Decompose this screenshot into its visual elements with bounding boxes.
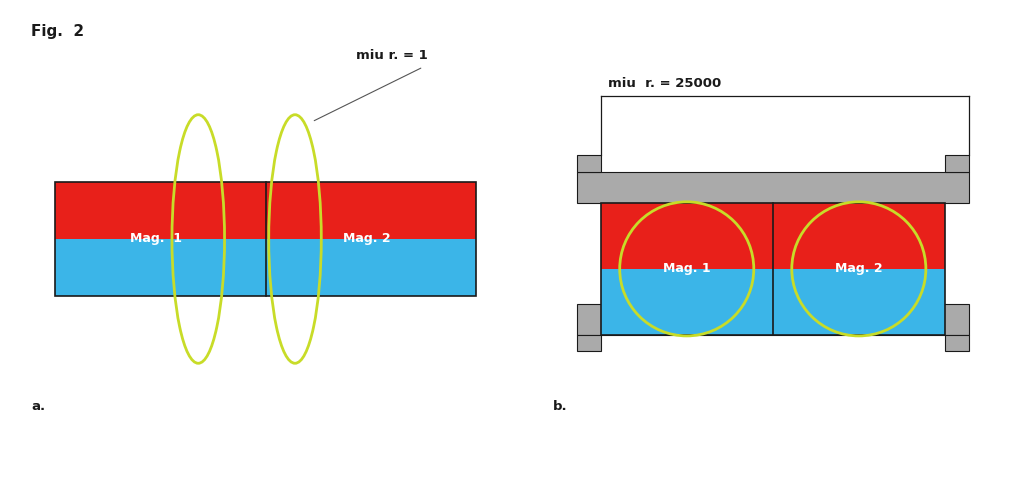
- Text: miu  r. = 25000: miu r. = 25000: [608, 77, 721, 90]
- Bar: [55, 182, 476, 296]
- Bar: [601, 203, 945, 335]
- Bar: [601, 269, 945, 335]
- Bar: [601, 203, 945, 269]
- Bar: [55, 182, 476, 239]
- Bar: [577, 155, 601, 172]
- Text: Mag. 2: Mag. 2: [343, 232, 390, 246]
- Text: Fig.  2: Fig. 2: [32, 24, 84, 39]
- Bar: [577, 172, 969, 203]
- Text: a.: a.: [32, 400, 45, 413]
- Text: b.: b.: [553, 400, 567, 413]
- Bar: [577, 304, 969, 335]
- Text: Mag.  1: Mag. 1: [130, 232, 182, 246]
- Bar: [55, 239, 476, 296]
- Text: Mag. 1: Mag. 1: [663, 262, 711, 275]
- Bar: [945, 155, 969, 172]
- Text: miu r. = 1: miu r. = 1: [356, 49, 428, 62]
- Text: Mag. 2: Mag. 2: [835, 262, 883, 275]
- Bar: [577, 335, 601, 351]
- Bar: [945, 335, 969, 351]
